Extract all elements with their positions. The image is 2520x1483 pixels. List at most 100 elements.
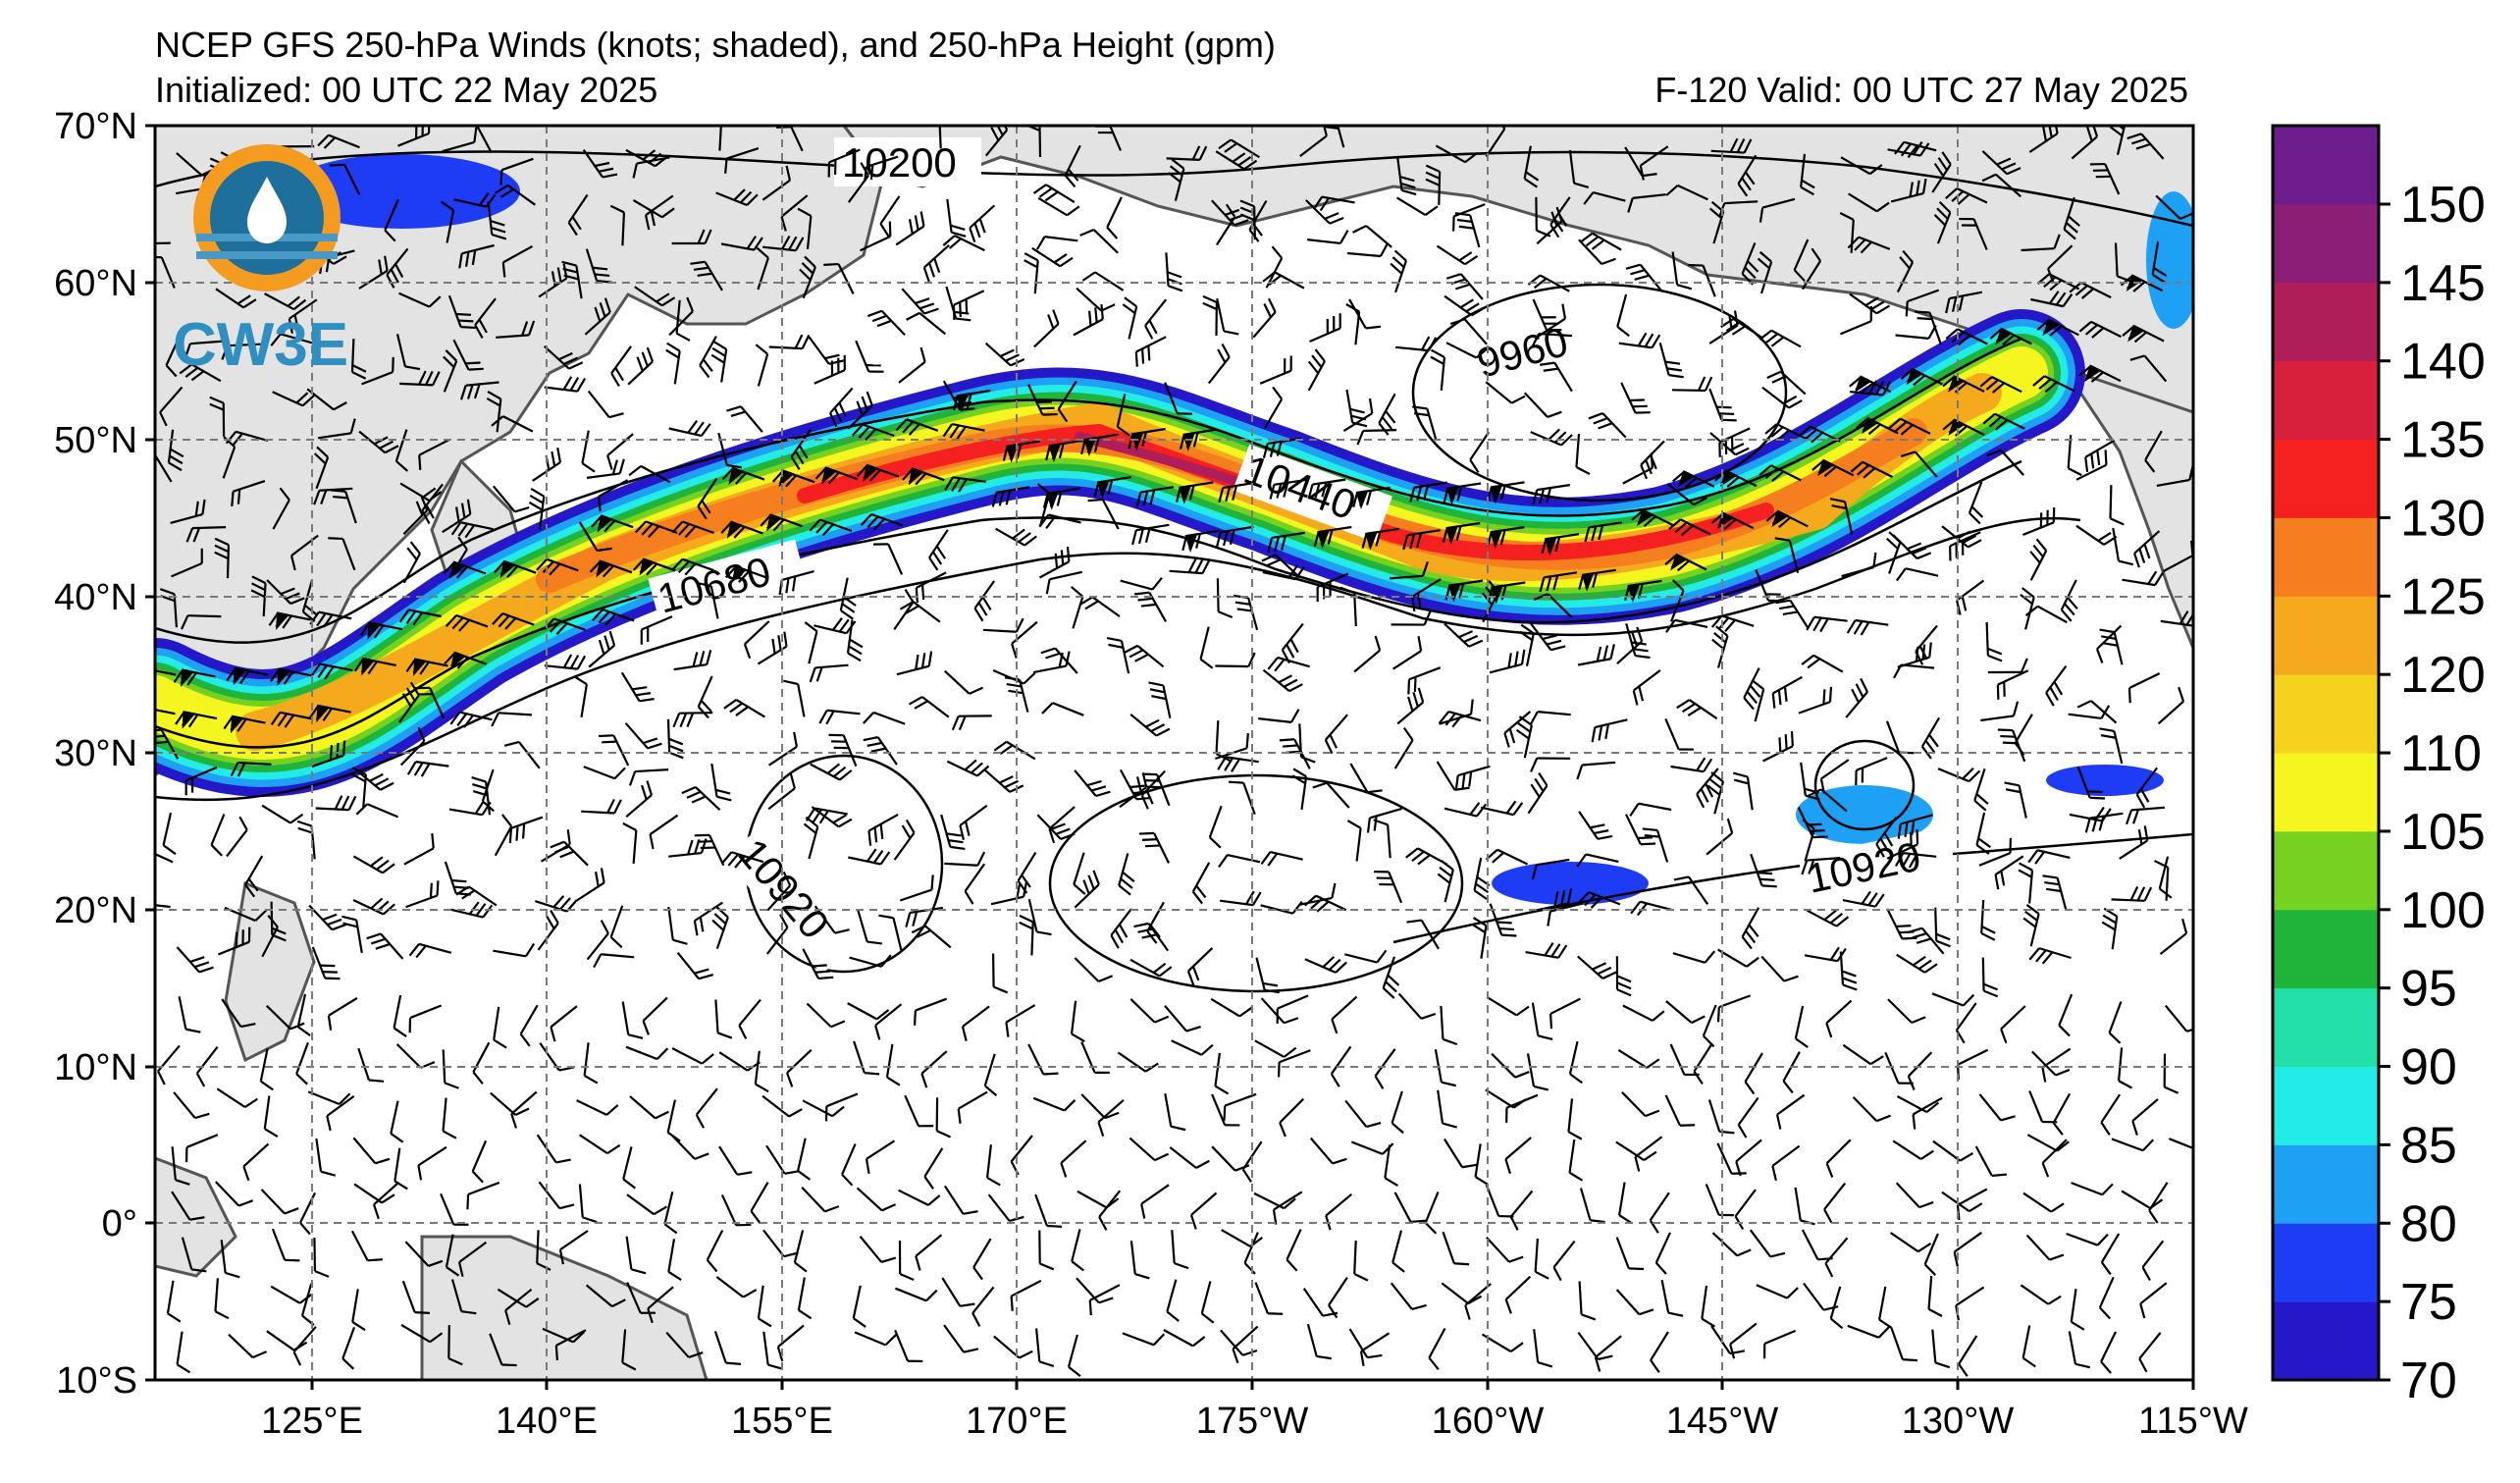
wind-barb [1737,154,1758,197]
wind-barb [581,798,622,815]
wind-barb [326,1095,355,1132]
wind-barb [1503,711,1532,748]
wind-barb [715,1276,758,1298]
wind-barb [1382,956,1400,999]
wind-barb [863,736,898,766]
wind-barb [1981,957,1999,998]
wind-barb [1252,297,1277,339]
wind-barb [534,895,578,913]
wind-barb [270,333,313,346]
wind-barb [847,162,869,203]
wind-barb [1211,1145,1250,1172]
wind-barb [457,1241,488,1278]
wind-barb [510,1090,538,1129]
wind-barb [536,1230,551,1271]
wind-barb [1771,675,1803,709]
wind-barb [442,1097,457,1139]
wind-barb [405,658,448,676]
wind-barb [1019,914,1034,956]
wind-barb [214,1278,230,1320]
wind-barb [1829,498,1854,535]
wind-barb [906,311,947,336]
wind-barb [1578,811,1613,840]
wind-barb [171,548,203,578]
wind-barb [1396,157,1417,196]
wind-barb [1764,423,1808,442]
wind-barb [1164,1004,1201,1033]
wind-barb [1945,187,1988,205]
wind-barb [666,718,684,760]
wind-barb [289,534,319,571]
wind-barb [1129,1241,1150,1280]
wind-barb [250,575,267,617]
wind-barb [1621,1091,1660,1118]
wind-barb [1202,294,1218,337]
wind-barb [2126,806,2165,825]
wind-barb [393,994,407,1037]
wind-barb [1081,271,1125,291]
wind-barb [1166,1279,1180,1322]
lat-label: 70°N [54,106,137,147]
wind-barb [1469,431,1491,473]
wind-barb [1074,957,1114,983]
wind-barb [1443,482,1482,505]
wind-barb [2133,530,2161,568]
wind-barb [899,874,934,902]
wind-barb [1666,483,1708,506]
wind-barb [1701,1285,1715,1328]
wind-barb [1299,126,1328,157]
wind-barb [1807,909,1850,927]
wind-barb [1342,397,1374,433]
wind-barb [1390,1282,1427,1311]
wind-barb [1839,211,1855,253]
colorbar-segment [2273,282,2379,362]
wind-barb [159,386,184,427]
lat-label: 10°S [56,1360,137,1402]
wind-barb [627,346,655,386]
wind-barb [583,766,626,780]
wind-barb [1269,478,1308,500]
wind-barb [711,906,729,950]
wind-barb [2028,947,2072,965]
wind-barb [2159,918,2188,955]
wind-barb [1171,1039,1214,1056]
wind-barb [985,1144,1001,1187]
wind-barb [317,133,360,149]
wind-barb [583,1042,599,1085]
wind-barb [609,204,626,246]
wind-barb [1625,263,1662,291]
wind-barb [1392,635,1423,670]
wind-barb [214,537,231,579]
wind-barb [493,1006,507,1049]
wind-barb [1129,1137,1170,1162]
wind-barb [1073,303,1104,337]
wind-barb [578,1134,621,1155]
colorbar-segment [2273,909,2379,989]
wind-barb [1529,622,1566,652]
wind-barb [1118,853,1135,896]
wind-barb [1829,1286,1844,1330]
wind-barb [632,557,676,576]
wind-barb [1087,498,1120,530]
wind-barb [893,588,915,631]
wind-barb [1710,614,1755,632]
wind-barb [244,855,264,898]
wind-barb [1973,768,1989,812]
wind-barb [1536,206,1563,245]
colorbar-segment [2273,674,2379,754]
wind-barb [394,429,409,472]
wind-barb [935,1097,952,1139]
wind-barb [923,1147,944,1190]
wind-barb [261,915,279,958]
wind-barb [911,925,952,949]
wind-barb [1027,1043,1059,1076]
wind-barb [681,785,721,812]
wind-barb [487,201,507,240]
wind-barb [1649,1192,1670,1234]
wind-barb [2109,126,2126,156]
wind-barb [982,617,1024,633]
wind-barb [296,993,311,1036]
wind-barb [503,740,541,769]
wind-barb [2045,664,2068,707]
wind-barb [2041,1047,2072,1083]
